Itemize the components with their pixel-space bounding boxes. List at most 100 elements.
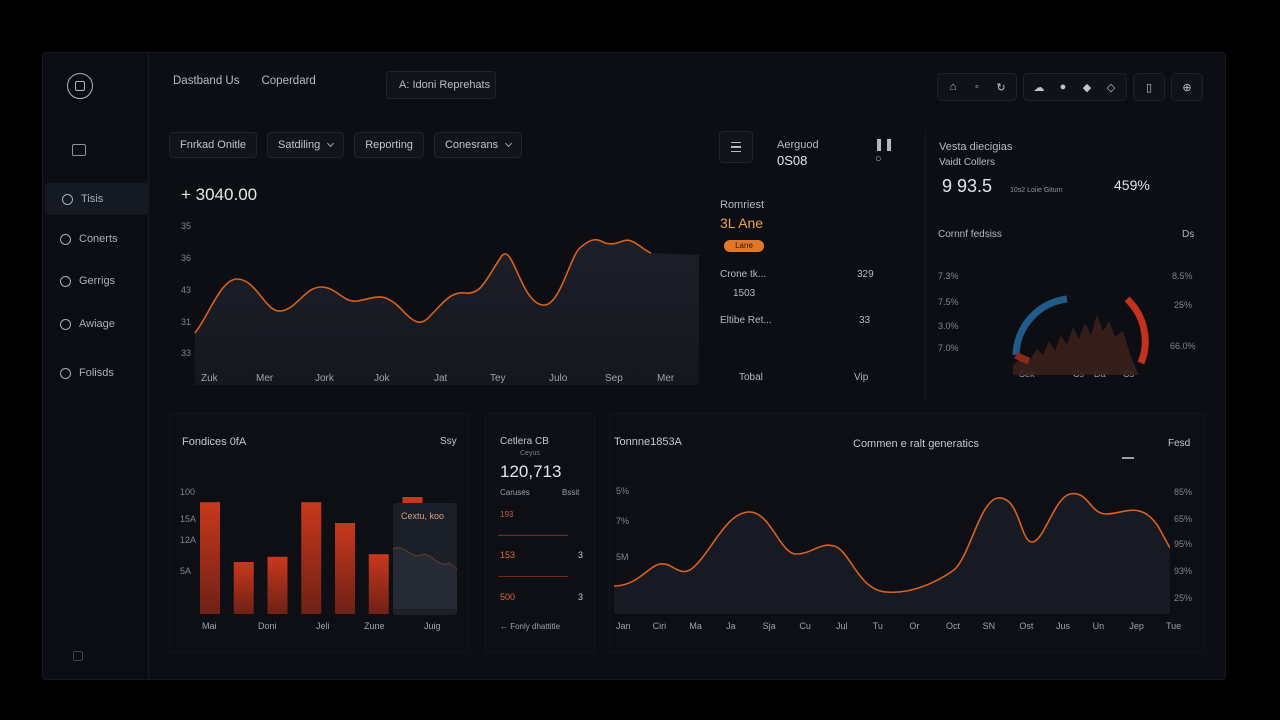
report-search-button[interactable]: A: Idoni Reprehats [386, 71, 496, 99]
y-tick-label: 65% [1174, 514, 1193, 524]
chart-tag: Ds [1182, 229, 1195, 240]
filter-label: Reporting [365, 139, 413, 151]
x-tick-label: Oct [946, 621, 961, 631]
sidebar-item-label: Tisis [81, 193, 104, 205]
panel-title: Fondices 0fA [182, 436, 247, 448]
stats-value: 9 93.5 [942, 176, 993, 196]
filter-dropdown[interactable]: Conesrans [433, 132, 523, 158]
x-tick-label: Juig [424, 621, 441, 631]
pause-icon[interactable]: ❚❚ [874, 137, 895, 151]
y-tick-label: 25% [1174, 300, 1193, 310]
sidebar-item-tisis[interactable]: Tisis [45, 183, 149, 215]
x-tick-label: Zune [364, 621, 385, 631]
sidebar-toggle-icon[interactable] [72, 144, 86, 156]
bar[interactable] [200, 502, 220, 614]
folder-icon [60, 367, 71, 379]
bar[interactable] [233, 562, 254, 614]
top-nav-item[interactable]: Dastband Us [173, 75, 240, 87]
chart-title: Cornnf fedsiss [938, 229, 1002, 240]
pin-icon[interactable]: ● [1059, 81, 1067, 93]
top-nav-item[interactable]: Coperdard [261, 75, 316, 87]
sidebar-item-label: Conerts [79, 233, 118, 245]
x-tick-label: Jep [1129, 621, 1144, 631]
info-icon[interactable]: ○ [875, 153, 882, 165]
panel-tag: Fesd [1168, 438, 1191, 449]
sidebar-item-folisds[interactable]: Folisds [43, 357, 149, 389]
sidebar-item-gerrigs[interactable]: Gerrigs [43, 265, 149, 297]
y-tick-label: 95% [1174, 539, 1193, 549]
circle-icon [62, 193, 73, 205]
column-label: Caruses [500, 488, 530, 497]
icon-group: ⊕ [1171, 73, 1203, 101]
circle-icon [60, 318, 71, 330]
y-tick-label: 35 [181, 221, 192, 231]
logo-icon[interactable] [67, 73, 93, 99]
collapse-icon[interactable] [73, 651, 83, 661]
y-tick-label: 100 [180, 487, 196, 497]
summary-title: Aerguod [777, 139, 819, 151]
filter-dropdown[interactable]: Satdiling [267, 132, 345, 158]
bar[interactable] [301, 502, 322, 614]
x-tick-label: Julo [549, 373, 568, 384]
bar[interactable] [335, 523, 355, 614]
user-icon[interactable]: ◦ [975, 81, 979, 93]
footer-link[interactable]: ← Fonly dhattitle [500, 622, 561, 631]
sidebar-item-awiage[interactable]: Awiage [43, 308, 149, 340]
bar[interactable] [267, 556, 288, 614]
shield-icon[interactable]: ◇ [1106, 81, 1116, 94]
y-tick-label: 7% [616, 516, 630, 526]
x-tick-label: Or [909, 621, 920, 631]
filter-label: Conesrans [444, 139, 499, 151]
minimize-icon[interactable] [1122, 457, 1134, 459]
x-tick-label: Jork [315, 373, 334, 384]
lock-icon[interactable]: ⊕ [1182, 81, 1192, 94]
y-tick-label: 31 [181, 317, 192, 327]
icon-group: ⌂ ◦ ↻ [937, 73, 1017, 101]
row-bar [498, 535, 568, 536]
x-tick-label: Ja [726, 621, 736, 631]
summary-panel: Aerguod 0S08 ❚❚ ○ Romriest 3L Ane Lane C… [719, 131, 899, 389]
tooltip-title: Cextu, koo [401, 511, 445, 521]
metrics-panel: Cetlera CB Ceyus 120,713 Caruses Bssit 1… [485, 413, 595, 653]
column-label: Bssit [562, 488, 580, 497]
icon-group: ☁ ● ◆ ◇ [1023, 73, 1127, 101]
cloud-icon[interactable]: ☁ [1033, 81, 1045, 94]
stats-percent: 459% [1114, 177, 1150, 193]
x-tick-label: Zuk [201, 373, 218, 384]
y-tick-label: 5A [180, 566, 192, 576]
y-tick-label: 5% [616, 486, 630, 496]
refresh-icon[interactable]: ↻ [996, 81, 1006, 94]
sidebar: Tisis Conerts Gerrigs Awiage Folisds [43, 53, 149, 679]
row-value: 3 [578, 592, 584, 602]
x-tick-label: Sep [605, 373, 623, 384]
x-tick-label: Ma [689, 621, 702, 631]
sidebar-item-conerts[interactable]: Conerts [43, 223, 149, 255]
y-tick-label: 66.0% [1170, 341, 1196, 351]
y-tick-label: 93% [1174, 566, 1193, 576]
filter-button[interactable]: Reporting [354, 132, 424, 158]
row-label: 193 [500, 510, 514, 519]
x-tick-label: Ciri [652, 621, 667, 631]
panel-title: Tonnne1853A [614, 436, 682, 448]
bar[interactable] [368, 554, 389, 614]
x-tick-label: Mer [657, 373, 675, 384]
x-tick-label: Doni [258, 621, 277, 631]
home-icon[interactable]: ⌂ [949, 81, 957, 93]
line-chart-panel: Tonnne1853A Commen e ralt generatics Fes… [609, 413, 1205, 653]
top-nav: Dastband Us Coperdard [173, 75, 316, 87]
y-tick-label: 25% [1174, 593, 1193, 603]
circle-icon [60, 233, 71, 245]
line-chart [614, 492, 1170, 614]
row-value: 33 [859, 315, 871, 326]
filter-label: Fnrkad Onitle [180, 139, 247, 151]
filter-bar: Fnrkad Onitle Satdiling Reporting Conesr… [169, 132, 523, 158]
y-tick-label: 5M [616, 552, 629, 562]
x-tick-label: Jan [616, 621, 631, 631]
filter-button[interactable]: Fnrkad Onitle [169, 132, 258, 158]
diamond-icon[interactable]: ◆ [1082, 81, 1092, 94]
file-icon[interactable]: ▯ [1145, 81, 1153, 94]
row-label: 153 [500, 550, 516, 560]
menu-icon[interactable] [719, 131, 753, 163]
dashboard-window: Tisis Conerts Gerrigs Awiage Folisds Das… [42, 52, 1226, 680]
row-label: 500 [500, 592, 516, 602]
